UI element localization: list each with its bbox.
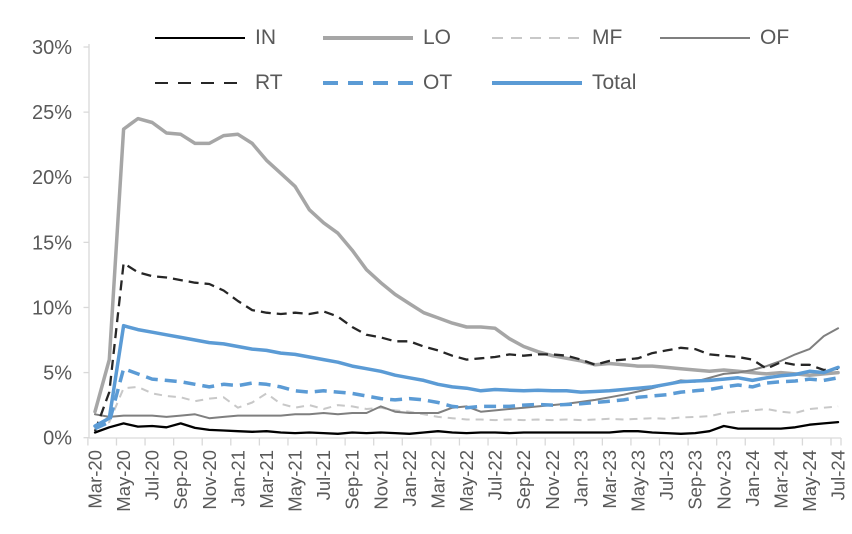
- legend-label-of: OF: [760, 26, 790, 49]
- x-tick-label: Sep-23: [685, 450, 706, 510]
- legend-item-ot: OT: [323, 72, 452, 94]
- legend-item-lo: LO: [323, 27, 451, 49]
- x-tick-label: Jul-20: [142, 450, 163, 500]
- x-tick-label: Nov-22: [542, 450, 563, 510]
- y-tick-label: 10%: [32, 297, 72, 319]
- legend-label-ot: OT: [423, 71, 453, 94]
- y-tick-label: 25%: [32, 102, 72, 124]
- y-tick-label: 5%: [43, 363, 72, 385]
- x-tick-label: May-20: [113, 450, 134, 512]
- x-axis: Mar-20 May-20 Jul-20 Sep-20 Nov-20 Jan-21 Mar-…: [85, 437, 849, 512]
- x-tick-label: Sep-21: [342, 450, 363, 510]
- legend-line-swatch-ot: [323, 81, 413, 85]
- legend-label-lo: LO: [423, 26, 452, 49]
- x-tick-label: Jul-22: [485, 450, 506, 500]
- x-tick-label: Mar-22: [427, 450, 448, 509]
- x-tick-label: Nov-23: [713, 450, 734, 510]
- x-tick-label: Mar-23: [599, 450, 620, 509]
- series-MF: [94, 385, 839, 429]
- x-tick-label: May-24: [799, 450, 820, 512]
- legend-label-in: IN: [255, 26, 276, 49]
- x-tick-label: Jul-21: [313, 450, 334, 500]
- legend-line-swatch-in: [155, 37, 245, 39]
- legend-item-mf: MF: [492, 27, 622, 49]
- legend-line-swatch-mf: [492, 37, 582, 39]
- x-tick-label: Jul-24: [828, 450, 849, 500]
- x-tick-label: Mar-20: [85, 450, 106, 509]
- legend-item-in: IN: [155, 27, 276, 49]
- legend-label-mf: MF: [592, 26, 623, 49]
- legend-line-swatch-of: [660, 37, 750, 39]
- y-axis: 0% 5% 10% 15% 20% 25% 30%: [32, 37, 90, 450]
- series-IN: [93, 420, 840, 435]
- x-tick-label: Jan-23: [570, 450, 591, 507]
- legend-line-swatch-lo: [323, 36, 413, 40]
- x-tick-label: Mar-21: [256, 450, 277, 509]
- series-OT: [94, 366, 839, 431]
- legend-item-rt: RT: [155, 72, 283, 94]
- series-RT: [93, 262, 839, 432]
- x-tick-label: May-21: [285, 450, 306, 512]
- x-tick-label: Mar-24: [770, 450, 791, 509]
- y-tick-label: 15%: [32, 232, 72, 254]
- y-tick-label: 0%: [43, 428, 72, 450]
- x-tick-label: Jul-23: [656, 450, 677, 500]
- y-tick-label: 30%: [32, 37, 72, 59]
- x-tick-label: May-22: [456, 450, 477, 512]
- x-tick-label: Jan-22: [399, 450, 420, 507]
- x-tick-label: Sep-22: [513, 450, 534, 510]
- x-tick-label: Jan-21: [227, 450, 248, 507]
- series-Total: [93, 323, 840, 428]
- legend-line-swatch-total: [492, 81, 582, 85]
- legend-item-of: OF: [660, 27, 789, 49]
- chart-legend: IN LO MF OF RT OT Total: [0, 0, 852, 110]
- x-tick-label: May-23: [628, 450, 649, 512]
- legend-label-total: Total: [592, 71, 637, 94]
- x-tick-label: Sep-20: [170, 450, 191, 510]
- x-tick-label: Nov-21: [370, 450, 391, 510]
- x-tick-label: Nov-20: [199, 450, 220, 510]
- legend-item-total: Total: [492, 72, 636, 94]
- y-tick-label: 20%: [32, 167, 72, 189]
- legend-label-rt: RT: [255, 71, 283, 94]
- x-tick-label: Jan-24: [742, 450, 763, 507]
- series-LO: [93, 116, 840, 414]
- legend-line-swatch-rt: [155, 82, 245, 84]
